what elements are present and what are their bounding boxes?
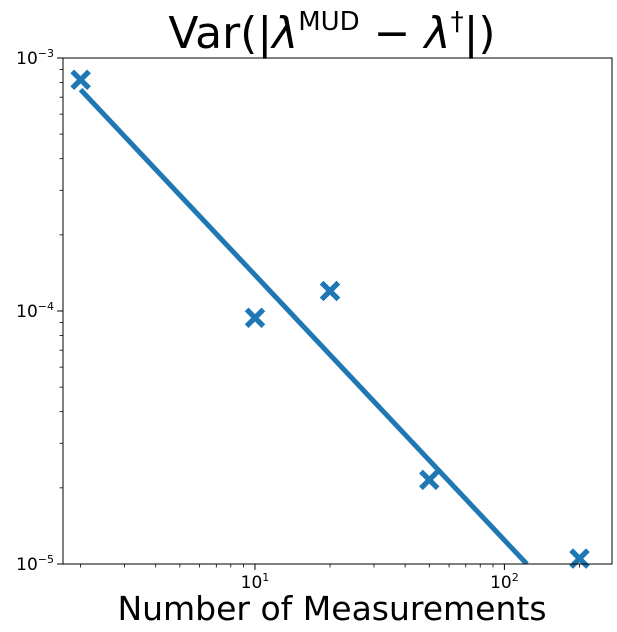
title-lambda-2: λ [423,8,451,59]
title-operator: − [360,8,425,59]
data-point-marker [418,469,440,491]
plot-area: 101 102 10−5 10−4 10−3 [16,47,613,593]
title-lambda-1: λ [270,8,298,59]
tick-layer: 101 102 10−5 10−4 10−3 [16,47,580,593]
title-base: Var(| [168,8,272,59]
title-sup-mud: MUD [298,7,359,37]
series-layer [78,87,529,564]
plot-frame [62,57,613,565]
title-end: |) [464,8,496,59]
x-tick-label: 101 [241,571,270,593]
y-tick-label: 10−4 [16,300,54,322]
fit-line [78,87,529,564]
y-tick-label: 10−5 [16,553,54,575]
data-point-marker [319,280,341,302]
x-axis-label: Number of Measurements [117,589,546,628]
data-point-marker [244,307,266,329]
marker-layer [70,69,590,569]
x-tick-label: 102 [490,571,519,593]
title-sup-dagger: † [451,7,464,37]
chart-title: Var(|λMUD − λ†|) [168,7,495,59]
y-tick-label: 10−3 [16,47,54,69]
data-point-marker [70,69,91,91]
